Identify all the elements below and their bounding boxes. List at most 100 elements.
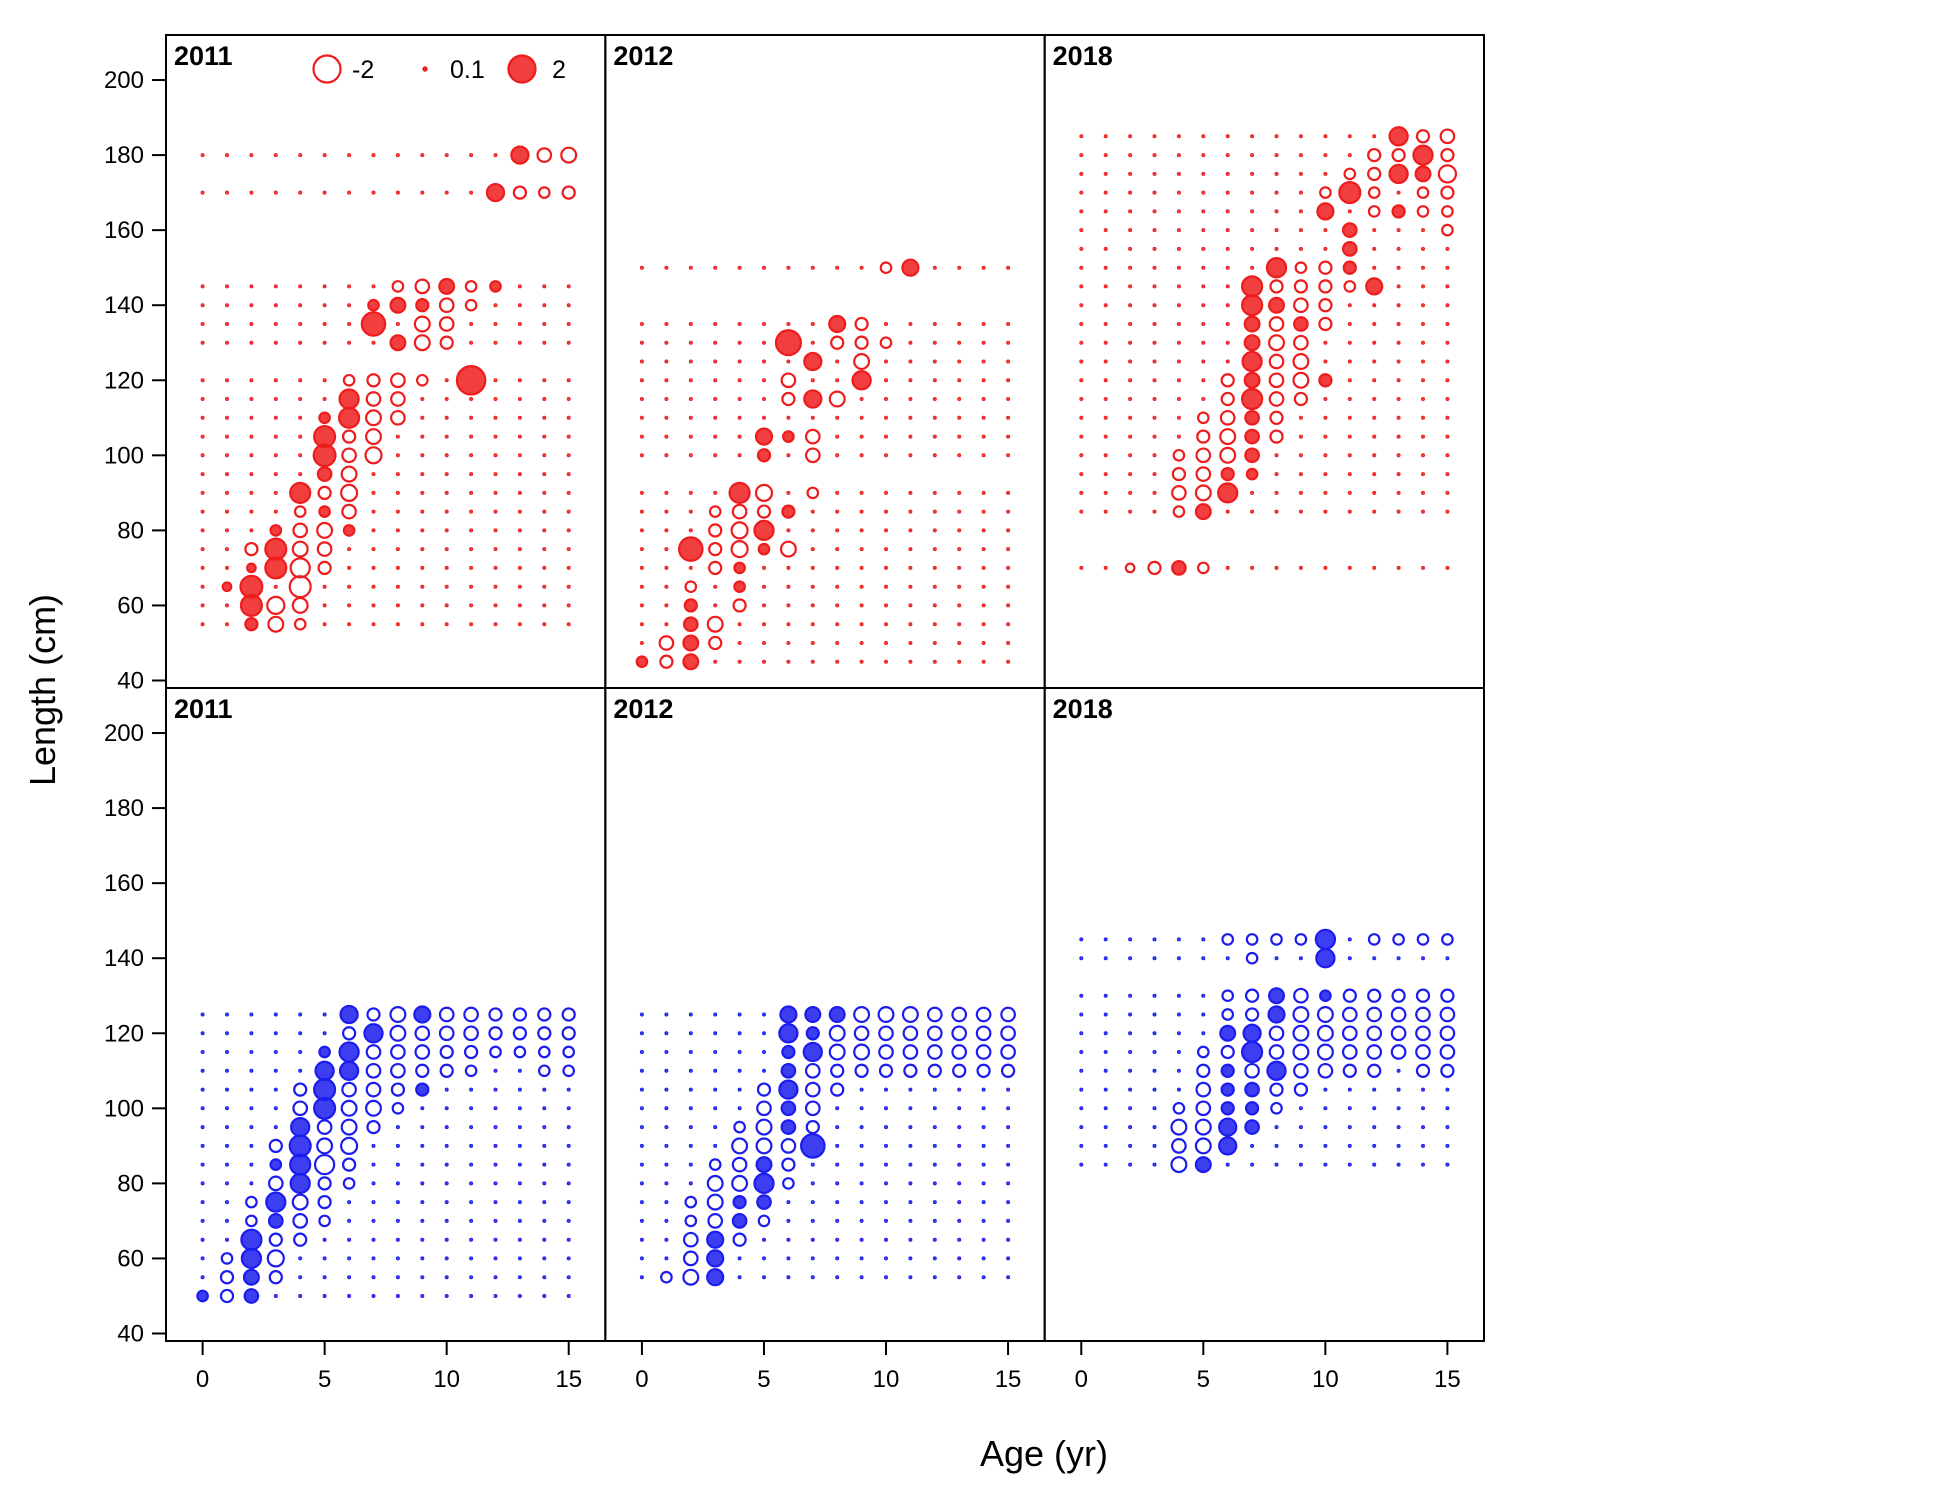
bubble-point (288, 575, 312, 599)
bubble-point (1225, 153, 1230, 158)
bubble-point (1440, 147, 1455, 163)
bubble-point (347, 1275, 352, 1280)
bubble-point (1250, 153, 1255, 158)
bubble-point (420, 547, 425, 552)
bubble-point (932, 547, 937, 552)
bubble-point (340, 483, 359, 502)
bubble-point (249, 1181, 254, 1186)
bubble-point (224, 453, 229, 458)
bubble-point (1225, 190, 1230, 195)
bubble-point (1250, 134, 1255, 139)
bubble-point (908, 528, 913, 533)
bubble-point (1396, 415, 1401, 420)
y-tick-label: 40 (117, 667, 144, 694)
bubble-point (322, 1012, 327, 1017)
bubble-point (804, 1081, 821, 1098)
y-tick-label: 60 (117, 592, 144, 619)
bubble-point (762, 265, 767, 270)
bubble-point (713, 415, 718, 420)
bubble-point (390, 372, 406, 389)
bubble-point (1128, 134, 1133, 139)
bubble-point (444, 1200, 449, 1205)
bubble-point (884, 659, 889, 664)
bubble-point (779, 540, 797, 558)
bubble-point (1152, 1125, 1157, 1130)
bubble-point (566, 1087, 571, 1092)
bubble-point (566, 528, 571, 533)
bubble-point (1079, 1106, 1084, 1111)
bubble-point (1343, 167, 1357, 181)
bubble-point (853, 1043, 871, 1061)
bubble-point (762, 622, 767, 627)
bubble-point (395, 190, 400, 195)
bubble-point (802, 1041, 823, 1063)
bubble-point (786, 359, 791, 364)
bubble-point (340, 1099, 358, 1117)
bubble-point (469, 321, 474, 326)
bubble-point (322, 603, 327, 608)
bubble-point (688, 321, 693, 326)
bubble-point (828, 390, 846, 408)
bubble-point (298, 1294, 303, 1299)
bubble-point (1196, 1045, 1210, 1059)
bubble-point (395, 528, 400, 533)
bubble-point (835, 565, 840, 570)
bubble-point (1347, 303, 1352, 308)
panel-title: 2011 (174, 41, 233, 71)
bubble-point (341, 429, 357, 444)
bubble-point (1006, 1256, 1011, 1261)
bubble-point (1128, 153, 1133, 158)
bubble-point (439, 335, 454, 350)
bubble-point (1176, 340, 1181, 345)
bubble-point (835, 603, 840, 608)
bubble-point (688, 434, 693, 439)
bubble-point (1225, 246, 1230, 251)
bubble-point (1152, 509, 1157, 514)
bubble-point (469, 622, 474, 627)
panel-top-2011: 2011 (165, 34, 607, 689)
bubble-point (1221, 989, 1235, 1003)
bubble-point (1220, 1044, 1235, 1060)
bubble-point (1079, 472, 1084, 477)
bubble-point (1152, 190, 1157, 195)
bubble-point (1268, 987, 1285, 1005)
y-tick-label: 140 (104, 945, 144, 972)
bubble-point (317, 1176, 332, 1191)
bubble-point (1372, 303, 1377, 308)
bubble-point (1219, 446, 1237, 464)
bubble-point (542, 1294, 547, 1299)
bubble-point (493, 1087, 498, 1092)
bubble-point (1079, 490, 1084, 495)
y-tick-label: 180 (104, 795, 144, 822)
bubble-point (469, 1237, 474, 1242)
bubble-point (1269, 429, 1284, 444)
bubble-point (469, 1181, 474, 1186)
bubble-point (1367, 166, 1382, 182)
bubble-point (444, 472, 449, 477)
bubble-point (273, 153, 278, 158)
bubble-point (542, 415, 547, 420)
bubble-point (639, 1218, 644, 1223)
bubble-point (1240, 294, 1264, 317)
bubble-point (493, 547, 498, 552)
bubble-point (566, 1237, 571, 1242)
bubble-point (957, 359, 962, 364)
bubble-point (1079, 171, 1084, 176)
bubble-point (517, 378, 522, 383)
bubble-point (1341, 1025, 1358, 1042)
bubble-point (273, 453, 278, 458)
bubble-point (713, 1012, 718, 1017)
bubble-point (1421, 956, 1426, 961)
bubble-point (318, 1045, 331, 1059)
bubble-point (1323, 153, 1328, 158)
bubble-point (220, 1252, 234, 1265)
bubble-point (1225, 509, 1230, 514)
bubble-point (1347, 415, 1352, 420)
bubble-point (469, 340, 474, 345)
bubble-point (1365, 277, 1384, 296)
bubble-point (639, 359, 644, 364)
bubble-point (1079, 1031, 1084, 1036)
bubble-point (786, 603, 791, 608)
bubble-point (1128, 171, 1133, 176)
bubble-point (737, 1050, 742, 1055)
